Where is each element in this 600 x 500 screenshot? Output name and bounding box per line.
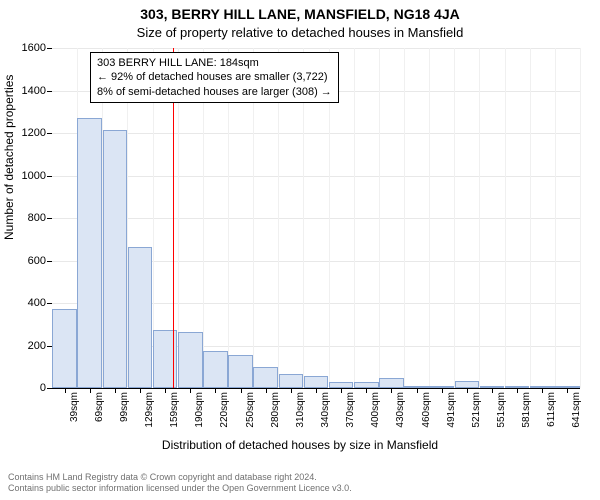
v-gridline — [505, 48, 506, 388]
histogram-bar — [52, 309, 77, 388]
y-tick-mark — [47, 388, 52, 389]
y-tick-label: 800 — [6, 212, 46, 224]
annotation-line-3: 8% of semi-detached houses are larger (3… — [97, 85, 332, 99]
y-tick-mark — [47, 261, 52, 262]
histogram-bar — [103, 130, 128, 388]
y-tick-mark — [47, 303, 52, 304]
x-tick-mark — [567, 388, 568, 393]
footer-attribution: Contains HM Land Registry data © Crown c… — [8, 472, 352, 495]
y-tick-label: 200 — [6, 340, 46, 352]
histogram-bar — [228, 355, 253, 388]
y-tick-label: 400 — [6, 297, 46, 309]
chart-area: 303 BERRY HILL LANE: 184sqm ← 92% of det… — [52, 48, 580, 418]
x-tick-mark — [366, 388, 367, 393]
x-axis-label: Distribution of detached houses by size … — [0, 438, 600, 452]
histogram-bar — [279, 374, 304, 388]
v-gridline — [479, 48, 480, 388]
x-tick-mark — [341, 388, 342, 393]
y-tick-mark — [47, 346, 52, 347]
v-gridline — [404, 48, 405, 388]
x-tick-mark — [316, 388, 317, 393]
v-gridline — [555, 48, 556, 388]
x-tick-mark — [291, 388, 292, 393]
gridline — [52, 218, 580, 219]
v-gridline — [454, 48, 455, 388]
x-tick-mark — [190, 388, 191, 393]
x-tick-mark — [391, 388, 392, 393]
x-tick-mark — [542, 388, 543, 393]
annotation-line-2: ← 92% of detached houses are smaller (3,… — [97, 70, 332, 84]
histogram-bar — [128, 247, 153, 388]
y-tick-label: 1600 — [6, 42, 46, 54]
v-gridline — [580, 48, 581, 388]
v-gridline — [429, 48, 430, 388]
page-title: 303, BERRY HILL LANE, MANSFIELD, NG18 4J… — [0, 0, 600, 22]
x-tick-mark — [90, 388, 91, 393]
footer-line-1: Contains HM Land Registry data © Crown c… — [8, 472, 352, 483]
y-tick-mark — [47, 48, 52, 49]
chart-subtitle: Size of property relative to detached ho… — [0, 22, 600, 40]
x-tick-mark — [115, 388, 116, 393]
histogram-bar — [379, 378, 404, 388]
histogram-bar — [253, 367, 278, 388]
histogram-bar — [304, 376, 329, 388]
annotation-box: 303 BERRY HILL LANE: 184sqm ← 92% of det… — [90, 52, 339, 103]
x-tick-mark — [417, 388, 418, 393]
x-tick-mark — [215, 388, 216, 393]
x-tick-mark — [517, 388, 518, 393]
x-tick-mark — [165, 388, 166, 393]
v-gridline — [354, 48, 355, 388]
footer-line-2: Contains public sector information licen… — [8, 483, 352, 494]
y-tick-label: 1400 — [6, 85, 46, 97]
y-tick-label: 600 — [6, 255, 46, 267]
annotation-line-1: 303 BERRY HILL LANE: 184sqm — [97, 56, 332, 70]
y-tick-mark — [47, 91, 52, 92]
v-gridline — [530, 48, 531, 388]
x-tick-mark — [442, 388, 443, 393]
y-tick-mark — [47, 133, 52, 134]
y-tick-mark — [47, 176, 52, 177]
x-tick-mark — [492, 388, 493, 393]
gridline — [52, 176, 580, 177]
gridline — [52, 133, 580, 134]
histogram-bar — [455, 381, 480, 388]
y-tick-label: 1200 — [6, 127, 46, 139]
x-tick-mark — [65, 388, 66, 393]
x-tick-mark — [140, 388, 141, 393]
histogram-bar — [77, 118, 102, 388]
y-tick-label: 1000 — [6, 170, 46, 182]
x-tick-mark — [241, 388, 242, 393]
histogram-bar — [203, 351, 228, 388]
histogram-bar — [178, 332, 203, 388]
x-tick-mark — [266, 388, 267, 393]
v-gridline — [379, 48, 380, 388]
x-tick-mark — [467, 388, 468, 393]
y-tick-label: 0 — [6, 382, 46, 394]
chart-container: 303, BERRY HILL LANE, MANSFIELD, NG18 4J… — [0, 0, 600, 500]
gridline — [52, 48, 580, 49]
y-tick-mark — [47, 218, 52, 219]
